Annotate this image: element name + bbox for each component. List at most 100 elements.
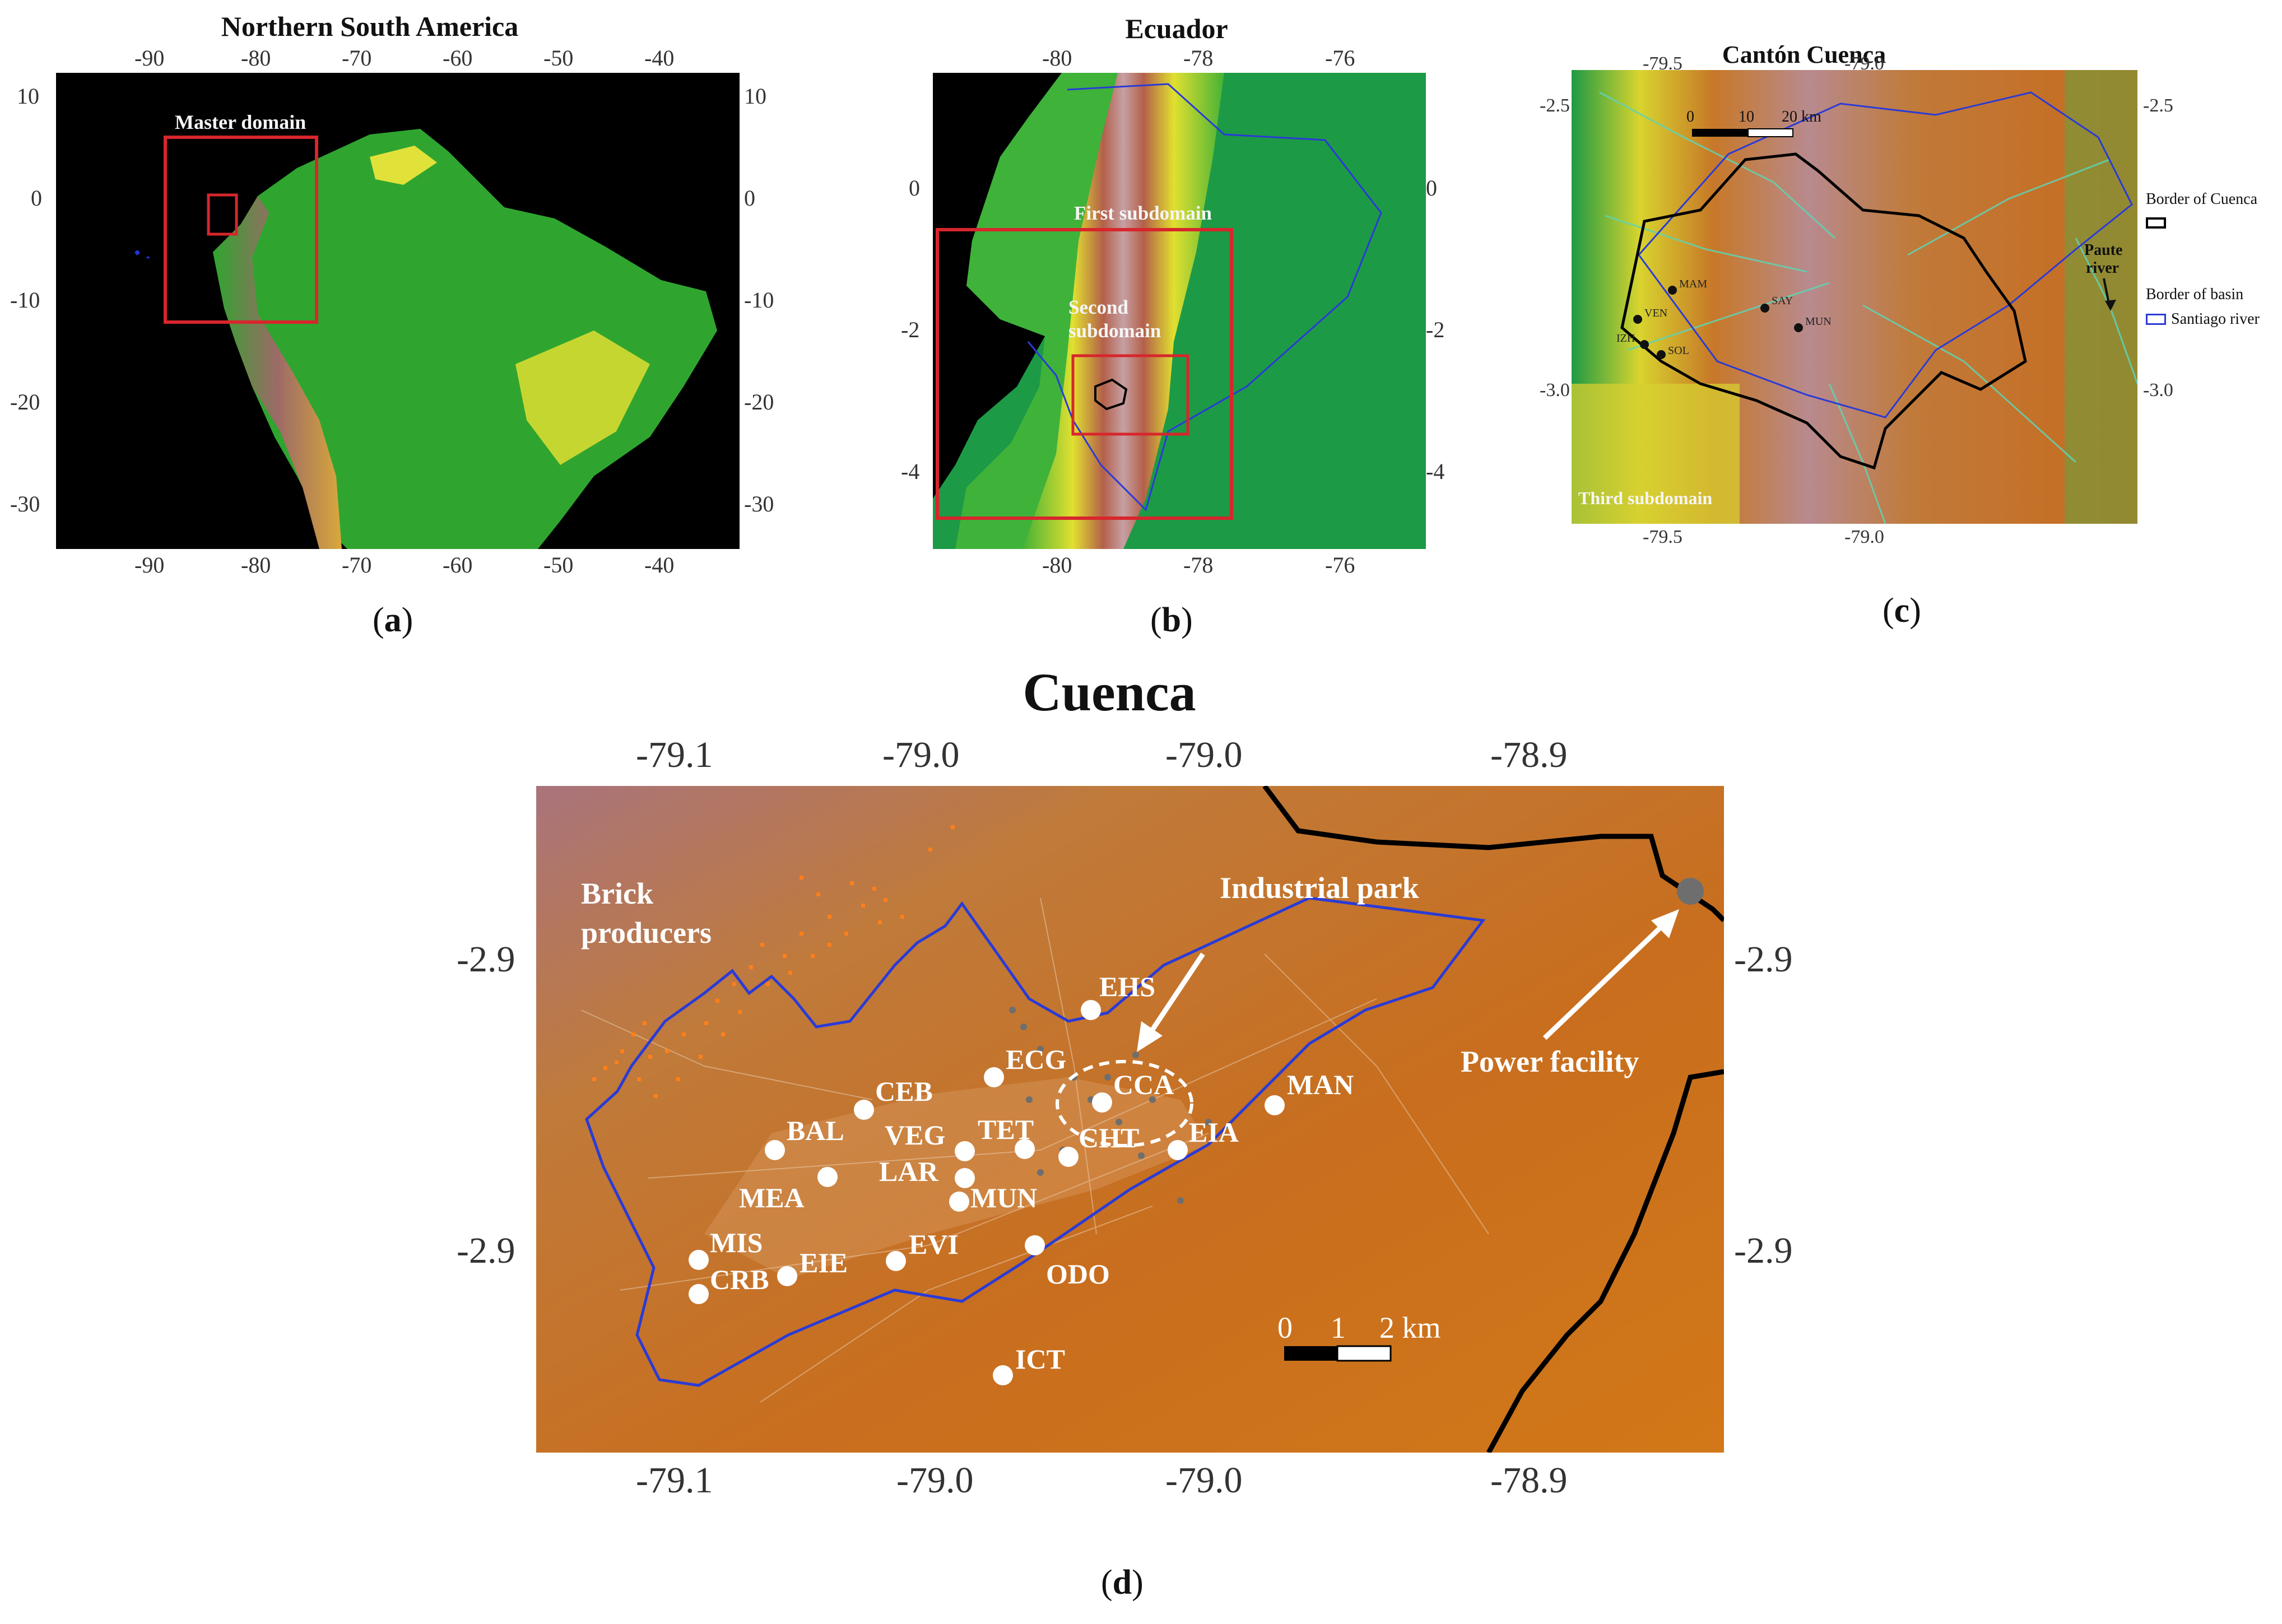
d-top-tick: -79.1 [636,734,713,775]
d-left-tick: -2.9 [457,1230,515,1271]
panel-b-title: Ecuador [1125,13,1228,44]
a-top-tick: -80 [241,45,271,71]
station-label-odo: ODO [1046,1258,1110,1290]
a-bottom-tick: -50 [543,552,574,578]
master-domain-annotation: Master domain [175,111,306,133]
c-right-tick: -3.0 [2143,380,2173,401]
station-label-eia: EIA [1189,1116,1239,1148]
guiana-highlands [370,146,437,185]
power-facility-label: Power facility [1461,1045,1639,1078]
a-top-tick: -50 [543,45,574,71]
station-evi [886,1251,906,1271]
station-label-tet: TET [978,1114,1034,1145]
second-subdomain-annotation-2: subdomain [1068,320,1161,342]
b-right-tick: 0 [1426,175,1437,201]
station-ecg [984,1067,1004,1087]
lowland-south [1572,384,1740,524]
galapagos [134,250,150,259]
station-eia [1168,1140,1188,1160]
panel-b-label: (b) [1150,601,1193,639]
a-bottom-tick: -40 [644,552,675,578]
municipality-border-south [1486,1069,1724,1453]
river-network [1599,91,2137,524]
map-canton-cuenca: 0 10 20 km MAM SAY VEN IZH SOL MUN Paute… [1572,70,2137,524]
panel-a-label: (a) [373,601,413,639]
station-label-eie: EIE [800,1247,848,1278]
station-man [1265,1095,1285,1115]
b-bottom-tick: -76 [1325,552,1355,578]
station-label-lar: LAR [879,1156,938,1187]
a-left-tick: -20 [10,389,40,415]
coast-lowlands [955,73,1118,549]
station-label-ceb: CEB [875,1076,933,1107]
station-label-man: MAN [1287,1069,1354,1100]
station-label-crb: CRB [710,1264,769,1295]
d-bottom-tick: -79.0 [1165,1460,1243,1501]
c-left-tick: -2.5 [1540,95,1570,116]
paute-river-label-1: Paute [2084,241,2122,259]
stations-d [689,1000,1285,1385]
brick-producers-label-1: Brick [581,877,653,910]
lowland-east [2065,70,2137,524]
first-subdomain-box [936,228,1233,520]
a-bottom-tick: -60 [443,552,473,578]
cuenca-border [1620,152,2027,470]
station-odo [1025,1235,1045,1255]
station-label-mun: MUN [970,1182,1037,1213]
station-tet [1015,1139,1035,1159]
b-bottom-tick: -78 [1183,552,1214,578]
b-right-tick: -2 [1426,317,1445,342]
a-bottom-tick: -70 [342,552,372,578]
a-right-tick: 0 [744,185,755,211]
a-left-tick: -10 [10,287,40,313]
station-cht [1058,1147,1079,1167]
panel-c: Cantón Cuenca -79.5 -79.0 -2.5 -3.0 -2.5… [1513,0,2282,655]
d-right-tick: -2.9 [1734,1230,1793,1271]
d-bottom-tick: -79.1 [636,1460,713,1501]
d-scale-2: 2 km [1379,1311,1441,1344]
d-scale-1: 1 [1331,1311,1346,1344]
station-label-mam: MAM [1679,278,1707,290]
station-label-veg: VEG [885,1119,945,1151]
ecuador-box [207,193,238,236]
a-left-tick: 0 [31,185,42,211]
b-top-tick: -76 [1325,45,1355,71]
panel-b: Ecuador -80 -78 -76 0 -2 -4 0 -2 -4 -80 … [874,0,1485,655]
c-bottom-tick: -79.5 [1643,527,1683,547]
panel-a-title: Northern South America [221,11,519,42]
station-crb [689,1284,709,1304]
power-facility-marker [1677,878,1704,905]
station-label-mea: MEA [739,1182,805,1213]
paute-river-label-2: river [2086,259,2119,277]
ocean [933,73,1062,499]
street-network [580,897,1489,1403]
industrial-park-label: Industrial park [1220,871,1419,905]
panel-c-title: Cantón Cuenca [1722,41,1886,68]
a-top-tick: -40 [644,45,675,71]
station-label-ven: VEN [1644,307,1667,319]
a-right-tick: -20 [744,389,774,415]
a-top-tick: -70 [342,45,372,71]
a-left-tick: -30 [10,491,40,516]
panel-d-label: (d) [1101,1563,1144,1602]
station-ict [993,1365,1013,1385]
a-right-tick: 10 [744,83,766,109]
c-left-tick: -3.0 [1540,380,1570,401]
station-sol [1657,350,1666,359]
scale-bar-c: 0 10 20 km [1686,108,1821,137]
third-subdomain-annotation: Third subdomain [1578,488,1712,508]
c-scale-20: 20 km [1782,108,1821,125]
andes-band [213,196,342,549]
station-label-ehs: EHS [1099,971,1155,1002]
b-bottom-tick: -80 [1042,552,1072,578]
a-right-tick: -10 [744,287,774,313]
a-left-tick: 10 [17,83,39,109]
power-facility-arrow [1542,918,1670,1040]
canton-outline-small [1094,378,1128,411]
panel-d: Cuenca -79.1 -79.0 -79.0 -78.9 -2.9 -2.9… [0,655,2282,1624]
industrial-park-arrow [1145,952,1205,1040]
station-izh [1640,340,1649,349]
station-mun [949,1192,969,1212]
stations-c [1633,286,1803,359]
a-bottom-tick: -90 [134,552,165,578]
